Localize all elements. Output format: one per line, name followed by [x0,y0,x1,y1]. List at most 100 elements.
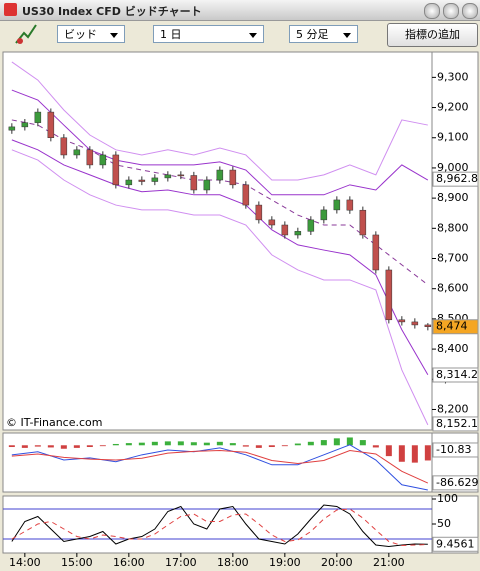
period-select[interactable]: 1 日 [153,25,264,43]
candle-body [164,174,172,179]
toolbar: ビッド 1 日 5 分足 指標の追加 [0,21,480,48]
price-badge [432,416,479,432]
histogram-bar [333,438,340,446]
close-button[interactable] [462,3,478,19]
x-tick-label: 20:00 [321,556,353,569]
price-badge [432,442,479,458]
y-tick-label: 50 [437,517,451,530]
y-tick-label: 9,300 [437,70,469,83]
x-tick-label: 21:00 [373,556,405,569]
histogram-bar [346,437,353,446]
candle-body [177,174,185,177]
indicator-line [11,449,429,484]
histogram-bar [60,445,67,449]
histogram-bar [177,441,184,446]
candle-body [216,169,224,181]
candle-body [307,219,315,232]
candle-body [73,149,81,156]
candle-body [333,199,341,211]
candle-body [203,179,211,191]
y-tick-label: 100 [437,492,458,505]
candle-body [138,179,146,182]
price-badge-label: 8,152.1 [436,417,478,430]
add-indicator-button[interactable]: 指標の追加 [387,23,478,47]
candle-body [398,319,406,323]
histogram-bar [307,441,314,446]
y-tick-label: 9,100 [437,131,469,144]
panel [2,51,433,431]
histogram-bar [268,445,275,448]
histogram-bar [151,441,158,446]
candle-body [268,219,276,226]
histogram-bar [125,443,132,446]
price-badge [432,475,479,491]
histogram-bar [34,445,41,447]
band-line [11,89,429,196]
x-tick-label: 16:00 [113,556,145,569]
histogram-bar [242,445,249,447]
candle-body [8,126,16,131]
price-badge [432,536,479,552]
candle-body [255,204,263,221]
y-tick-label: 8,600 [437,282,469,295]
price-badge [432,319,479,335]
price-badge-label: 9.4561 [436,537,475,550]
candle-body [424,324,432,327]
panel [2,495,433,554]
candle-body [21,122,29,128]
price-type-select[interactable]: ビッド [57,25,125,43]
minimize-button[interactable] [424,3,440,19]
price-badge-label: -86.629 [436,476,478,489]
band-line [11,139,429,375]
candle-body [281,224,289,236]
y-tick-label: 8,400 [437,342,469,355]
y-tick-label: 8,900 [437,191,469,204]
candle-body [86,149,94,166]
candle-body [294,231,302,236]
y-tick-label: 9,000 [437,161,469,174]
window-title: US30 Index CFD ビッドチャート [22,5,202,18]
histogram-bar [112,443,119,446]
histogram-bar [86,445,93,448]
candle-body [190,175,198,191]
indicator-line [11,504,428,548]
title-bar: US30 Index CFD ビッドチャート [0,0,480,21]
price-badge [432,367,479,383]
candle-body [242,184,250,206]
candle-body [60,137,68,156]
histogram-bar [372,445,379,448]
price-badge-label: -10.83 [436,443,471,456]
interval-select[interactable]: 5 分足 [289,25,358,43]
price-badge-label: 8,962.8 [436,172,478,185]
histogram-bar [229,443,236,446]
histogram-bar [203,442,210,446]
y-tick-label: 8,800 [437,221,469,234]
candle-body [372,234,380,271]
x-tick-label: 19:00 [269,556,301,569]
histogram-bar [164,441,171,446]
candle-body [346,199,354,211]
x-tick-label: 14:00 [9,556,41,569]
band-line [11,149,429,426]
histogram-bar [190,442,197,446]
candle-body [125,179,133,186]
price-badge-label: 8,474 [436,320,468,333]
x-tick-label: 15:00 [61,556,93,569]
app-icon [4,3,17,16]
tool-icon[interactable] [12,21,42,48]
y-tick-label: 8,700 [437,252,469,265]
histogram-bar [385,445,392,457]
price-badge-label: 8,314.2 [436,368,478,381]
histogram-bar [47,445,54,448]
histogram-bar [281,445,288,447]
histogram-bar [398,445,405,462]
x-tick-label: 17:00 [165,556,197,569]
histogram-bar [138,442,145,446]
price-badge [432,171,479,187]
maximize-button[interactable] [443,3,459,19]
histogram-bar [294,443,301,446]
y-tick-label: 8,200 [437,402,469,415]
candle-body [151,177,159,182]
